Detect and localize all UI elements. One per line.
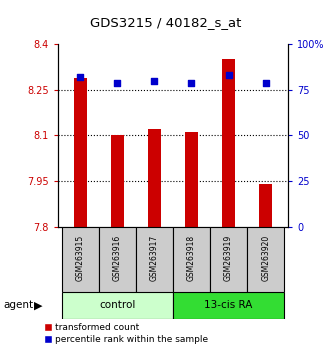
Text: control: control <box>99 300 135 310</box>
Point <box>189 80 194 85</box>
Bar <box>185 132 198 227</box>
Bar <box>259 184 272 227</box>
Point <box>263 80 268 85</box>
Bar <box>111 136 124 227</box>
Text: GSM263920: GSM263920 <box>261 235 270 281</box>
Text: GSM263918: GSM263918 <box>187 235 196 281</box>
Bar <box>210 227 247 292</box>
Bar <box>222 59 235 227</box>
Bar <box>62 292 173 319</box>
Bar <box>173 227 210 292</box>
Text: GSM263919: GSM263919 <box>224 235 233 281</box>
Bar <box>62 227 99 292</box>
Point <box>77 74 83 80</box>
Bar <box>148 129 161 227</box>
Text: 13-cis RA: 13-cis RA <box>205 300 253 310</box>
Bar <box>99 227 136 292</box>
Point <box>226 73 231 78</box>
Text: agent: agent <box>3 300 33 310</box>
Text: GSM263915: GSM263915 <box>76 235 85 281</box>
Point <box>115 80 120 85</box>
Bar <box>136 227 173 292</box>
Bar <box>173 292 284 319</box>
Text: GSM263917: GSM263917 <box>150 235 159 281</box>
Legend: transformed count, percentile rank within the sample: transformed count, percentile rank withi… <box>44 323 208 344</box>
Bar <box>74 78 87 227</box>
Text: GDS3215 / 40182_s_at: GDS3215 / 40182_s_at <box>90 17 241 29</box>
Text: GSM263916: GSM263916 <box>113 235 122 281</box>
Bar <box>247 227 284 292</box>
Text: ▶: ▶ <box>34 300 42 310</box>
Point <box>152 78 157 84</box>
